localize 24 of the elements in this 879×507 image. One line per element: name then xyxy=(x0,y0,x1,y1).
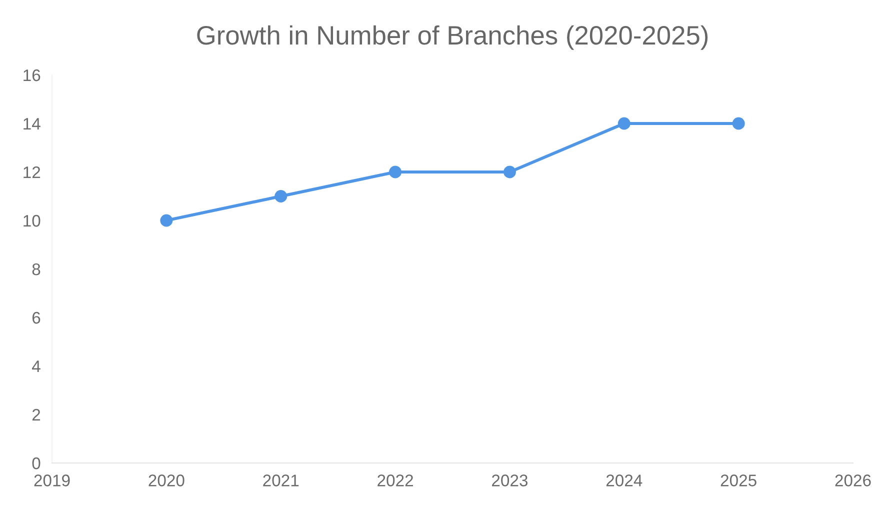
y-tick-label: 16 xyxy=(24,69,40,82)
x-tick-label: 2020 xyxy=(148,474,184,486)
x-tick-label: 2021 xyxy=(263,474,299,486)
y-tick-label: 0 xyxy=(32,457,40,470)
y-tick-label: 10 xyxy=(24,214,40,227)
y-tick-label: 8 xyxy=(32,263,40,276)
point xyxy=(732,117,745,130)
point xyxy=(160,214,173,227)
point xyxy=(389,166,402,178)
x-tick-label: 2026 xyxy=(835,474,871,486)
point xyxy=(503,166,516,178)
chart-title: Growth in Number of Branches (2020-2025) xyxy=(197,25,708,50)
x-tick-label: 2025 xyxy=(720,474,756,486)
y-tick-label: 14 xyxy=(24,118,40,130)
x-tick-label: 2022 xyxy=(378,474,413,486)
x-tick-label: 2024 xyxy=(606,474,642,486)
x-tick-label: 2019 xyxy=(34,474,70,486)
y-tick-label: 4 xyxy=(32,360,40,372)
x-tick-label: 2023 xyxy=(492,474,528,486)
point xyxy=(274,190,288,202)
y-tick-label: 6 xyxy=(32,312,40,324)
y-tick-label: 2 xyxy=(32,408,40,421)
y-tick-label: 12 xyxy=(24,166,40,178)
point xyxy=(618,117,630,130)
